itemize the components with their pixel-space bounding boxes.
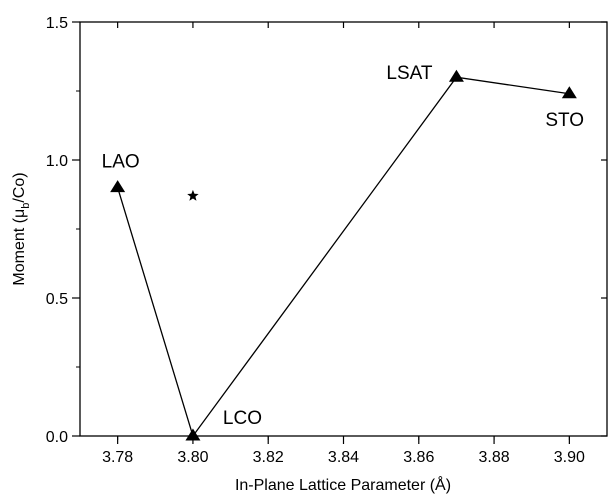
- plot-area: [79, 21, 608, 437]
- point-label: LAO: [102, 152, 140, 173]
- plot-frame: [79, 21, 608, 437]
- data-point-triangle: [110, 180, 126, 193]
- x-tick-label: 3.90: [554, 449, 585, 466]
- y-tick-label: 1.0: [46, 153, 68, 170]
- y-axis-title-prefix: Moment (μ: [11, 209, 28, 286]
- x-tick-label: 3.84: [328, 449, 359, 466]
- x-axis-title: In-Plane Lattice Parameter (Å): [235, 475, 451, 494]
- data-point-triangle: [561, 86, 577, 99]
- data-point-star: [187, 189, 199, 201]
- data-point-triangle: [185, 428, 201, 441]
- x-tick-label: 3.86: [403, 449, 434, 466]
- y-tick-label: 0.5: [46, 291, 68, 308]
- point-label: STO: [545, 110, 584, 131]
- y-axis-ticks: 0.0 0.5 1.0 1.5: [46, 15, 607, 446]
- x-tick-label: 3.78: [102, 449, 133, 466]
- x-axis-ticks: 3.78 3.80 3.82 3.84 3.86 3.88 3.90: [102, 22, 585, 466]
- y-axis-title: Moment (μb/Co): [11, 172, 32, 285]
- point-labels: LAO LCO LSAT STO: [102, 63, 584, 429]
- point-label: LCO: [223, 408, 262, 429]
- y-axis-title-group: Moment (μb/Co): [11, 172, 32, 285]
- series-lines: [117, 76, 570, 438]
- x-tick-label: 3.88: [479, 449, 510, 466]
- x-tick-label: 3.82: [253, 449, 284, 466]
- series-line: [117, 76, 570, 438]
- y-axis-title-subscript: b: [20, 203, 32, 209]
- y-tick-label: 1.5: [46, 15, 68, 32]
- y-tick-label: 0.0: [46, 429, 68, 446]
- y-axis-title-suffix: /Co): [11, 172, 28, 202]
- series-points: [110, 69, 577, 441]
- point-label: LSAT: [386, 63, 433, 84]
- data-point-triangle: [448, 69, 464, 82]
- x-tick-label: 3.80: [177, 449, 208, 466]
